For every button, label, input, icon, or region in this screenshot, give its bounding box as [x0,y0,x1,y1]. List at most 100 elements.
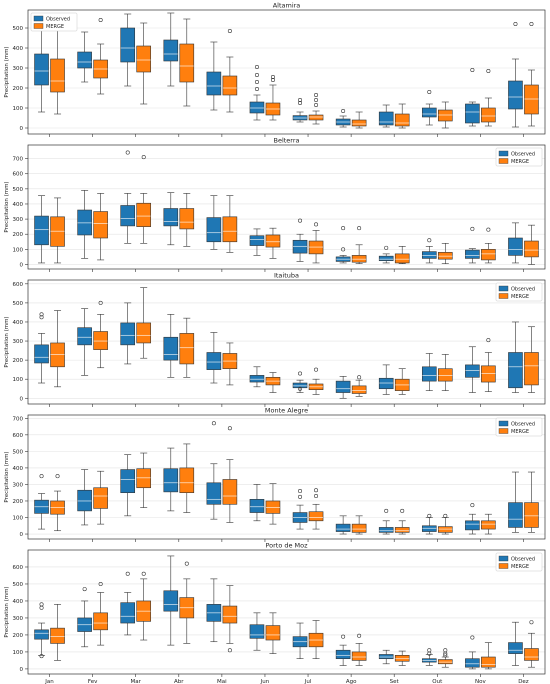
box-merge [265,612,281,654]
box [508,642,523,654]
panel-0: 0 100 200 300 400 500 Altamira Precipitation (m… [4,2,546,137]
panel-title: Itaituba [274,272,299,280]
box-merge [136,452,152,508]
box [34,215,49,246]
box-observed [163,555,179,646]
box [481,656,496,668]
outlier [141,155,146,160]
box-observed [335,109,351,128]
outlier [427,648,432,653]
legend-swatch [33,15,44,22]
box-observed [163,12,179,87]
box [206,71,222,96]
outlier [470,68,475,73]
box-merge [437,101,453,129]
legend-label: Observed [511,152,535,158]
y-tick-label: 300 [13,217,24,223]
box [179,43,195,83]
box-observed [292,371,308,393]
outlier [298,98,303,103]
y-tick-label: 500 [13,187,24,193]
box [50,58,65,93]
box [34,629,49,640]
x-tick-label: Mar [131,679,142,684]
outlier [341,226,346,231]
legend-label: MERGE [511,429,529,435]
box-observed [249,484,265,522]
legend-label: Observed [46,17,70,23]
legend-swatch [33,23,44,29]
box [34,53,49,86]
box-merge [308,222,324,264]
x-tick-label: Out [432,679,443,684]
outlier [298,101,303,106]
box-merge [93,581,108,646]
y-tick-label: 400 [13,46,24,52]
box-observed [421,90,437,126]
box [465,364,480,378]
box [378,654,394,660]
box [508,80,523,110]
outlier [98,17,103,22]
box-observed [421,513,437,535]
box-merge [179,561,195,644]
box-merge [394,103,410,129]
box-merge [481,642,496,670]
box [265,234,281,248]
box-merge [524,471,539,533]
outlier [341,634,346,639]
box [93,331,108,350]
box [524,648,539,661]
box-merge [93,470,108,525]
y-axis-label: Precipitation (mm) [4,46,10,97]
panel-title: Belterra [273,137,299,145]
outlier [227,426,232,431]
outlier [298,386,303,391]
box-merge [351,226,367,265]
box [163,468,179,493]
box [163,336,179,361]
outlier [357,375,362,380]
box-merge [179,443,195,513]
outlier [443,648,448,653]
box [394,113,410,127]
box-merge [93,193,108,261]
y-axis-label: Precipitation (mm) [4,316,10,367]
box-observed [421,353,437,391]
outlier [384,508,389,513]
outlier [427,238,432,243]
y-tick-label: 400 [13,599,24,605]
box-observed [335,226,351,264]
outlier [314,103,319,108]
y-tick-label: 500 [13,301,24,307]
box-observed [508,621,523,666]
outlier [298,489,303,494]
box [179,467,195,494]
outlier [443,653,448,658]
outlier [254,80,259,85]
outlier [357,226,362,231]
box-merge [437,242,453,265]
box [465,249,480,259]
outlier [443,651,448,656]
box-merge [308,93,324,125]
box [249,235,265,246]
box [77,327,92,346]
box [249,499,265,513]
box [206,352,222,370]
box [292,239,308,254]
x-tick-label: Mai [217,679,227,684]
outlier [39,605,44,610]
box [222,216,238,243]
outlier [314,488,319,493]
y-tick-label: 200 [13,633,24,639]
outlier [357,633,362,638]
y-tick-label: 400 [13,320,24,326]
panel-3: 0 100 200 300 400 500 600 700 Monte Alegre Precip… [4,407,546,542]
box [292,382,308,389]
box-merge [179,317,195,378]
y-tick-label: 200 [13,232,24,238]
